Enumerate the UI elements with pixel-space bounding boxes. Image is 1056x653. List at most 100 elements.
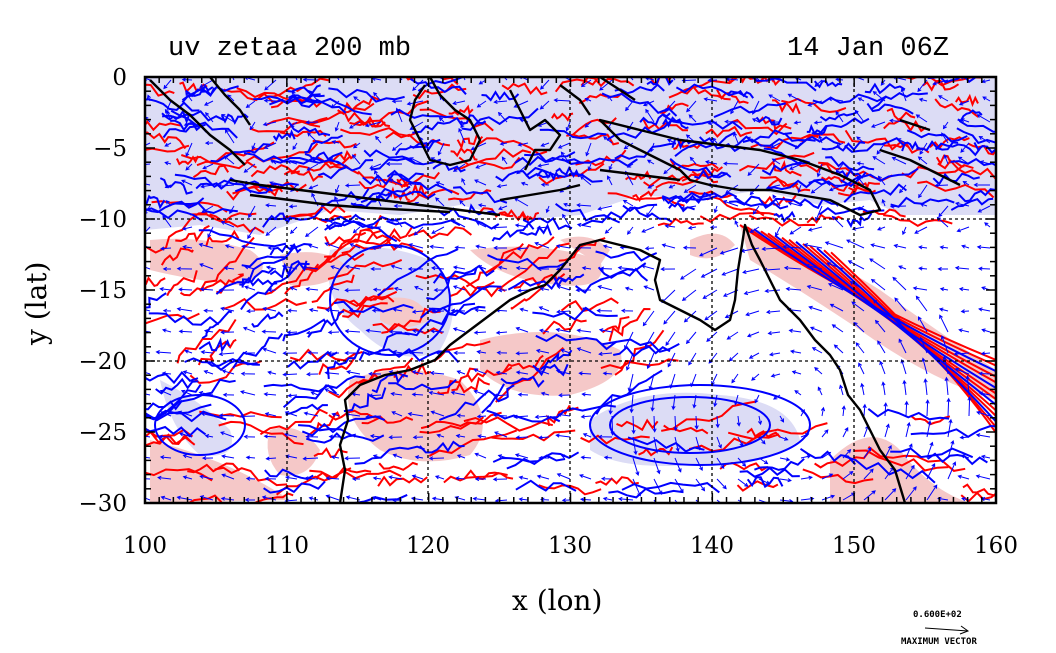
vorticity-contour	[736, 480, 779, 492]
wind-vector	[885, 510, 898, 521]
wind-vector	[282, 372, 298, 377]
wind-vector	[264, 79, 277, 91]
wind-vector	[158, 434, 172, 439]
plot-date: 14 Jan 06Z	[787, 34, 950, 64]
wind-vector	[491, 225, 508, 230]
vorticity-contour	[304, 151, 343, 162]
vorticity-contour	[866, 102, 914, 115]
wind-vector	[780, 520, 794, 523]
wind-vector	[162, 308, 172, 313]
wind-vector	[674, 478, 684, 494]
wind-vector	[159, 246, 172, 251]
wind-vector	[978, 307, 991, 312]
wind-vector	[352, 142, 361, 149]
wind-vector	[364, 121, 382, 128]
vorticity-contour	[754, 458, 805, 471]
wind-vector	[863, 468, 874, 480]
wind-vector	[915, 295, 928, 312]
vorticity-contour	[324, 216, 403, 231]
wind-vector	[176, 266, 193, 271]
wind-vector	[287, 308, 298, 313]
wind-vector	[937, 266, 949, 272]
wind-vector	[794, 142, 802, 150]
wind-vector	[842, 470, 854, 480]
wind-vector	[538, 328, 550, 333]
vorticity-contour	[362, 172, 424, 186]
wind-vector	[827, 283, 844, 291]
vorticity-contour	[783, 132, 841, 146]
wind-vector	[820, 406, 826, 417]
wind-vector	[870, 243, 886, 249]
wind-vector	[654, 521, 666, 535]
vorticity-contour	[210, 143, 271, 163]
wind-vector	[164, 161, 172, 166]
max-vector-arrow	[924, 625, 970, 635]
wind-vector	[344, 456, 361, 461]
wind-vector	[941, 132, 949, 144]
wind-vector	[578, 474, 592, 480]
vorticity-contour	[513, 273, 566, 289]
wind-vector	[221, 454, 235, 459]
wind-vector	[722, 161, 739, 166]
vorticity-contour	[378, 461, 419, 471]
wind-vector	[473, 389, 487, 396]
wind-vector	[976, 114, 991, 123]
wind-vector	[515, 370, 529, 375]
vorticity-contour	[377, 248, 459, 297]
wind-vector	[203, 370, 214, 375]
wind-vector	[918, 97, 928, 102]
wind-vector	[787, 201, 802, 207]
wind-vector	[585, 142, 592, 157]
wind-vector	[453, 350, 466, 356]
wind-vector	[515, 351, 529, 356]
wind-vector	[738, 521, 751, 528]
vorticity-contour	[453, 186, 508, 204]
wind-vector	[181, 226, 193, 231]
vorticity-contour	[621, 481, 720, 494]
wind-vector	[198, 242, 214, 249]
wind-vector	[251, 142, 256, 151]
wind-vector	[540, 142, 550, 147]
wind-vector	[663, 114, 676, 123]
vorticity-contour	[198, 337, 231, 353]
x-tick-labels: 100 110 120 130 140 150 160	[123, 533, 1018, 559]
vorticity-contour	[272, 129, 296, 142]
wind-vector	[869, 258, 886, 270]
vorticity-contour	[407, 226, 473, 240]
wind-vector	[245, 476, 256, 481]
vorticity-contour	[515, 479, 577, 492]
vorticity-contour	[517, 210, 540, 222]
wind-vector	[393, 286, 403, 291]
vorticity-contour	[956, 127, 996, 145]
wind-vector	[328, 434, 340, 439]
wind-vector	[765, 309, 781, 315]
wind-vector	[694, 415, 699, 430]
wind-vector	[893, 243, 907, 249]
wind-vector	[560, 348, 571, 354]
wind-vector	[805, 263, 823, 270]
wind-vector	[534, 368, 550, 375]
wind-vector	[560, 151, 571, 165]
vorticity-contour	[463, 469, 514, 481]
wind-vector	[451, 520, 465, 523]
vorticity-contour	[713, 102, 786, 119]
wind-vector	[883, 402, 888, 417]
wind-vector	[800, 454, 812, 459]
wind-vector	[730, 100, 739, 115]
vorticity-contour	[481, 90, 520, 102]
wind-vector	[388, 435, 403, 440]
wind-vector	[579, 497, 592, 502]
wind-vector	[758, 436, 766, 445]
wind-vector	[327, 351, 340, 356]
wind-vector	[344, 350, 360, 356]
wind-vector	[348, 520, 360, 523]
wind-vector	[223, 155, 235, 165]
wind-vector	[689, 156, 697, 165]
wind-vector	[138, 516, 150, 521]
wind-vector	[604, 226, 613, 234]
wind-vector	[477, 265, 487, 270]
wind-vector	[942, 355, 949, 375]
vorticity-contour	[669, 157, 729, 179]
wind-vector	[351, 476, 361, 482]
wind-vector	[285, 475, 298, 480]
